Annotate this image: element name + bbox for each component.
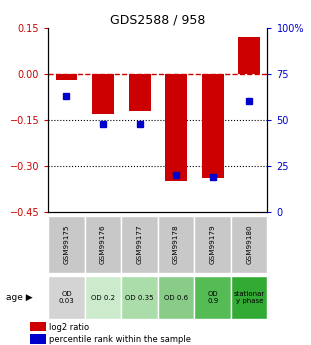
Bar bbox=[92, 74, 114, 114]
Bar bbox=[30, 334, 46, 344]
Bar bbox=[158, 276, 194, 319]
Text: GSM99180: GSM99180 bbox=[246, 224, 252, 264]
Bar bbox=[85, 276, 121, 319]
Text: GSM99179: GSM99179 bbox=[210, 224, 216, 264]
Bar bbox=[202, 74, 224, 178]
Bar bbox=[121, 216, 158, 273]
Bar bbox=[238, 37, 260, 74]
Bar bbox=[30, 322, 46, 331]
Bar bbox=[165, 74, 187, 181]
Text: percentile rank within the sample: percentile rank within the sample bbox=[49, 335, 191, 344]
Bar bbox=[231, 276, 267, 319]
Text: GSM99176: GSM99176 bbox=[100, 224, 106, 264]
Text: OD
0.9: OD 0.9 bbox=[207, 291, 218, 304]
Bar bbox=[194, 276, 231, 319]
Text: GSM99175: GSM99175 bbox=[63, 224, 69, 264]
Text: OD 0.35: OD 0.35 bbox=[125, 295, 154, 300]
Bar bbox=[48, 216, 85, 273]
Bar bbox=[194, 216, 231, 273]
Text: stationar
y phase: stationar y phase bbox=[234, 291, 265, 304]
Text: OD 0.2: OD 0.2 bbox=[91, 295, 115, 300]
Text: log2 ratio: log2 ratio bbox=[49, 323, 89, 332]
Bar bbox=[129, 74, 151, 111]
Text: age ▶: age ▶ bbox=[6, 293, 33, 302]
Text: GSM99177: GSM99177 bbox=[137, 224, 142, 264]
Bar bbox=[55, 74, 77, 80]
Text: OD 0.6: OD 0.6 bbox=[164, 295, 188, 300]
Text: GSM99178: GSM99178 bbox=[173, 224, 179, 264]
Bar bbox=[48, 276, 85, 319]
Bar bbox=[231, 216, 267, 273]
Bar bbox=[85, 216, 121, 273]
Bar bbox=[121, 276, 158, 319]
Text: OD
0.03: OD 0.03 bbox=[58, 291, 74, 304]
Title: GDS2588 / 958: GDS2588 / 958 bbox=[110, 13, 206, 27]
Bar bbox=[158, 216, 194, 273]
